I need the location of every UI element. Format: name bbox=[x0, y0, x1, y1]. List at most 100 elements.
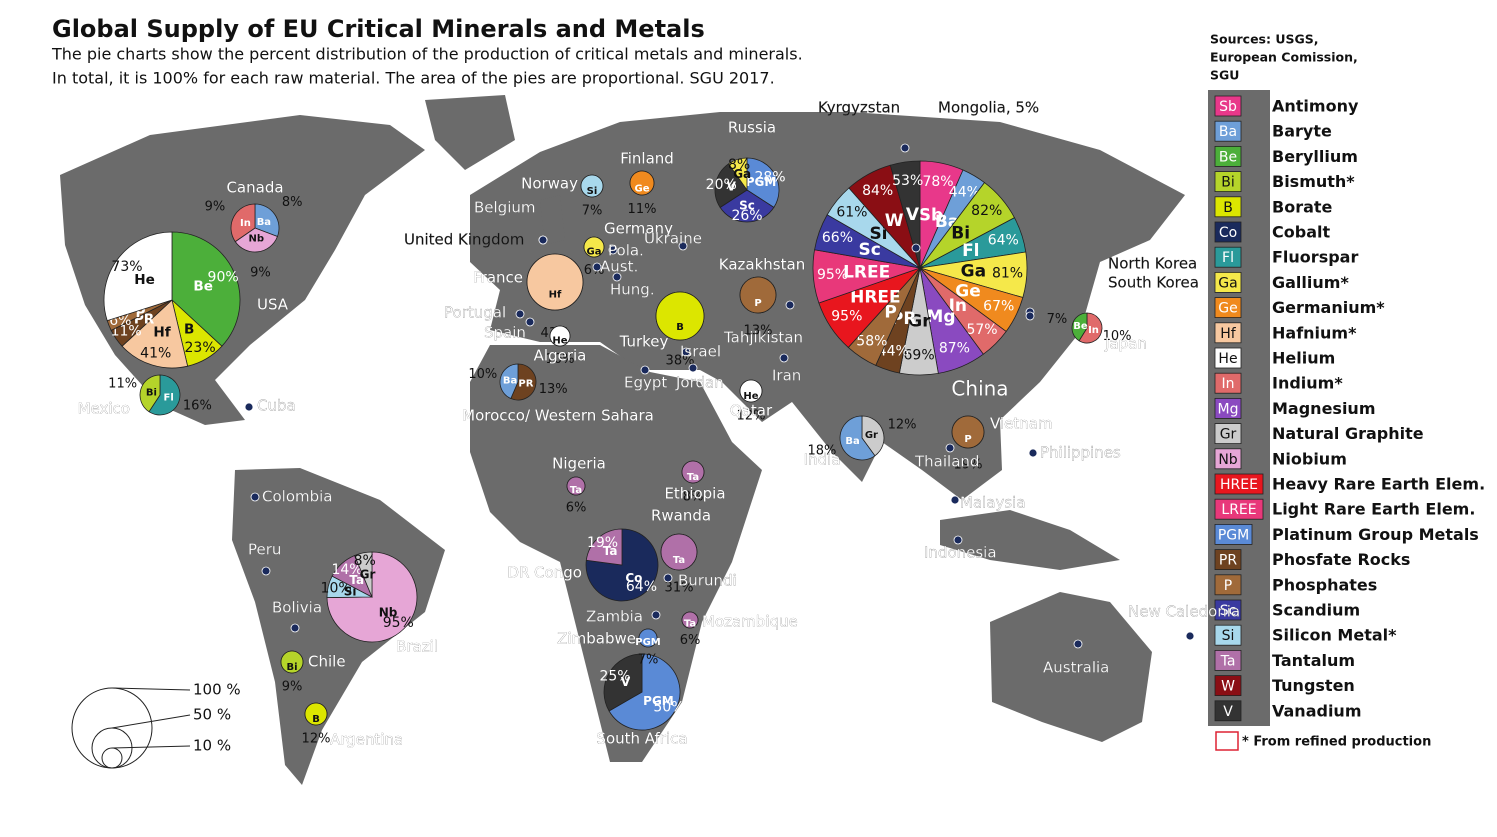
place-dot bbox=[663, 573, 673, 583]
pie-code: Gr bbox=[865, 430, 878, 441]
pie-slice bbox=[1078, 312, 1103, 344]
size-scale: 100 % 50 % 10 % bbox=[71, 681, 241, 769]
legend-swatch bbox=[1214, 700, 1242, 722]
pie-slice bbox=[354, 551, 373, 598]
pie-value-label: 8% bbox=[354, 553, 376, 569]
pie-code: Sb bbox=[919, 206, 943, 226]
legend-label: Niobium bbox=[1272, 449, 1347, 468]
legend-label: Helium bbox=[1272, 349, 1335, 368]
pie-value-label: 8% bbox=[282, 195, 303, 210]
place-dot bbox=[612, 272, 622, 282]
pie-slice bbox=[739, 276, 777, 314]
legend-code: V bbox=[1223, 704, 1233, 720]
country-label: Canada bbox=[226, 179, 283, 197]
pie-code: Ta bbox=[673, 555, 685, 566]
pie-code: He bbox=[134, 272, 155, 288]
legend-code: Ba bbox=[1219, 124, 1237, 140]
legend-swatch bbox=[1214, 498, 1264, 520]
place-label: North Korea bbox=[1108, 255, 1197, 273]
pie-slice bbox=[951, 415, 985, 449]
legend-label: Magnesium bbox=[1272, 399, 1375, 418]
pie-value-label: 53% bbox=[892, 173, 923, 189]
legend-swatch bbox=[1214, 347, 1242, 369]
country-label: DR Congo bbox=[507, 564, 582, 582]
pie-slice bbox=[326, 551, 418, 643]
legend-swatch bbox=[1214, 448, 1242, 470]
pie-value-label: 12% bbox=[888, 417, 917, 432]
pie-code: Ga bbox=[587, 247, 602, 258]
place-dot bbox=[290, 623, 300, 633]
pie-slice bbox=[103, 231, 173, 322]
legend-code: Sc bbox=[1220, 603, 1237, 619]
place-label: Cuba bbox=[257, 397, 296, 415]
pie-value-label: 19% bbox=[954, 457, 983, 472]
legend-code: Co bbox=[1219, 225, 1237, 241]
country-pie: He 12%Qatar bbox=[730, 379, 773, 424]
pie-value-label: 64% bbox=[626, 579, 657, 595]
pie-value-label: 58% bbox=[856, 333, 887, 349]
pie-value-label: 13% bbox=[539, 382, 568, 397]
country-label: Kazakhstan bbox=[719, 256, 805, 274]
country-label: China bbox=[951, 377, 1008, 401]
legend-label: Borate bbox=[1272, 197, 1333, 216]
pie-value-label: 10% bbox=[321, 580, 352, 596]
place-dot bbox=[953, 535, 963, 545]
subtitle: In total, it is 100% for each raw materi… bbox=[52, 69, 775, 88]
pie-value-label: 6% bbox=[680, 633, 701, 648]
pie-value-label: 57% bbox=[966, 322, 997, 338]
place-dot bbox=[250, 492, 260, 502]
pie-slice bbox=[171, 231, 241, 347]
country-label: Japan bbox=[1104, 335, 1147, 353]
pie-value-label: 6% bbox=[566, 500, 587, 515]
scale-label: 50 % bbox=[193, 706, 231, 724]
country-pie: P 13% Kazakhstan bbox=[719, 255, 806, 338]
country-pie: Ta 6%Mozambique bbox=[680, 611, 798, 648]
pie-value-label: 95% bbox=[817, 267, 848, 283]
place-label: Bolivia bbox=[272, 599, 322, 617]
place-label: Philippines bbox=[1040, 444, 1121, 462]
pie-code: Hf bbox=[153, 325, 171, 341]
place-dot bbox=[515, 309, 525, 319]
pie-code: Si bbox=[344, 584, 357, 598]
pie-value-label: 90% bbox=[208, 270, 239, 286]
legend-label: Silicon Metal* bbox=[1272, 626, 1397, 645]
pie-code: Hf bbox=[549, 290, 562, 301]
pie-value-label: 78% bbox=[922, 174, 953, 190]
pie-code: He bbox=[552, 336, 567, 347]
place-dot bbox=[608, 245, 618, 255]
place-label: Aust. bbox=[600, 258, 638, 276]
pie-code: PGM bbox=[643, 694, 674, 708]
legend-label: Tungsten bbox=[1272, 676, 1355, 695]
pie-code: P bbox=[964, 434, 971, 445]
legend-code: Hf bbox=[1220, 326, 1237, 342]
country-pie: B 38% Turkey bbox=[618, 291, 705, 369]
legend-swatch bbox=[1214, 473, 1264, 495]
pie-slice bbox=[603, 653, 643, 712]
pie-code: HREE bbox=[850, 288, 901, 308]
pie-code: PR bbox=[518, 379, 533, 390]
pie-slice bbox=[719, 189, 775, 223]
place-label: Portugal bbox=[444, 304, 506, 322]
pie-value-label: 11% bbox=[108, 376, 137, 391]
pie-value-label: 10% bbox=[1103, 329, 1132, 344]
pie-slice bbox=[728, 157, 748, 192]
scale-leader bbox=[111, 687, 191, 691]
country-label: Algeria bbox=[534, 347, 587, 365]
pie-slice bbox=[739, 379, 763, 403]
pie-code: Sc bbox=[859, 240, 881, 260]
pie-value-label: 9% bbox=[250, 265, 271, 280]
country-pie: Ta 8%Ethiopia bbox=[664, 460, 726, 505]
country-label: Chile bbox=[308, 653, 346, 671]
pie-value-label: 31% bbox=[665, 580, 694, 595]
place-dot bbox=[1028, 448, 1038, 458]
place-dot bbox=[538, 235, 548, 245]
country-label: Norway bbox=[521, 175, 578, 193]
place-label: Mongolia, 5% bbox=[938, 99, 1039, 117]
legend-swatch bbox=[1214, 423, 1242, 445]
country-pie: B 12% Argentina bbox=[302, 702, 403, 749]
legend-code: PGM bbox=[1218, 527, 1249, 543]
pie-code: V bbox=[621, 675, 631, 689]
scale-label: 100 % bbox=[193, 681, 241, 699]
pie-slice bbox=[230, 203, 256, 243]
